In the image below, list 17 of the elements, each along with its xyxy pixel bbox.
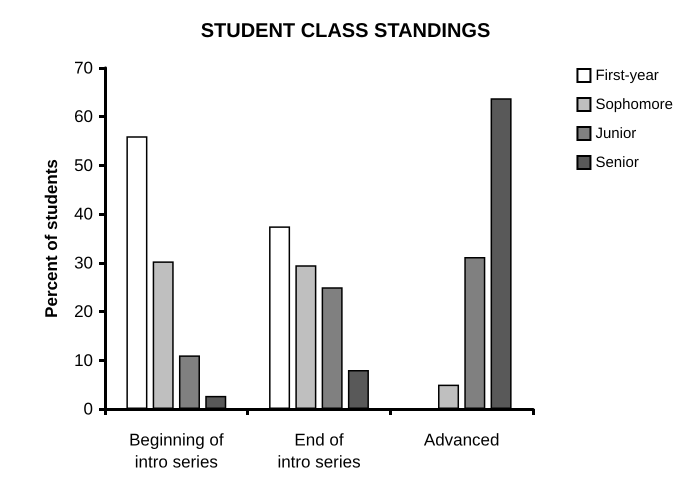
legend-label: Sophomore — [595, 96, 674, 113]
y-tick-label: 40 — [74, 204, 93, 224]
x-tick-label: Advanced — [424, 430, 500, 450]
y-tick-label: 60 — [74, 107, 93, 126]
legend-label: First-year — [595, 67, 659, 84]
y-tick-label: 20 — [74, 302, 93, 322]
legend-label: Junior — [595, 125, 636, 142]
y-tick-label: 70 — [74, 58, 93, 78]
y-tick-label: 10 — [74, 350, 93, 370]
x-tick-label: Beginning of intro series — [129, 430, 224, 472]
y-tick-label: 30 — [74, 253, 93, 272]
y-tick-label: 50 — [74, 156, 93, 175]
x-tick-label: End of intro series — [277, 430, 361, 472]
chart-title: STUDENT CLASS STANDINGS — [200, 20, 490, 42]
y-axis-title: Percent of students — [42, 159, 61, 318]
legend-label: Senior — [595, 154, 639, 171]
y-tick-label: 0 — [84, 400, 93, 418]
